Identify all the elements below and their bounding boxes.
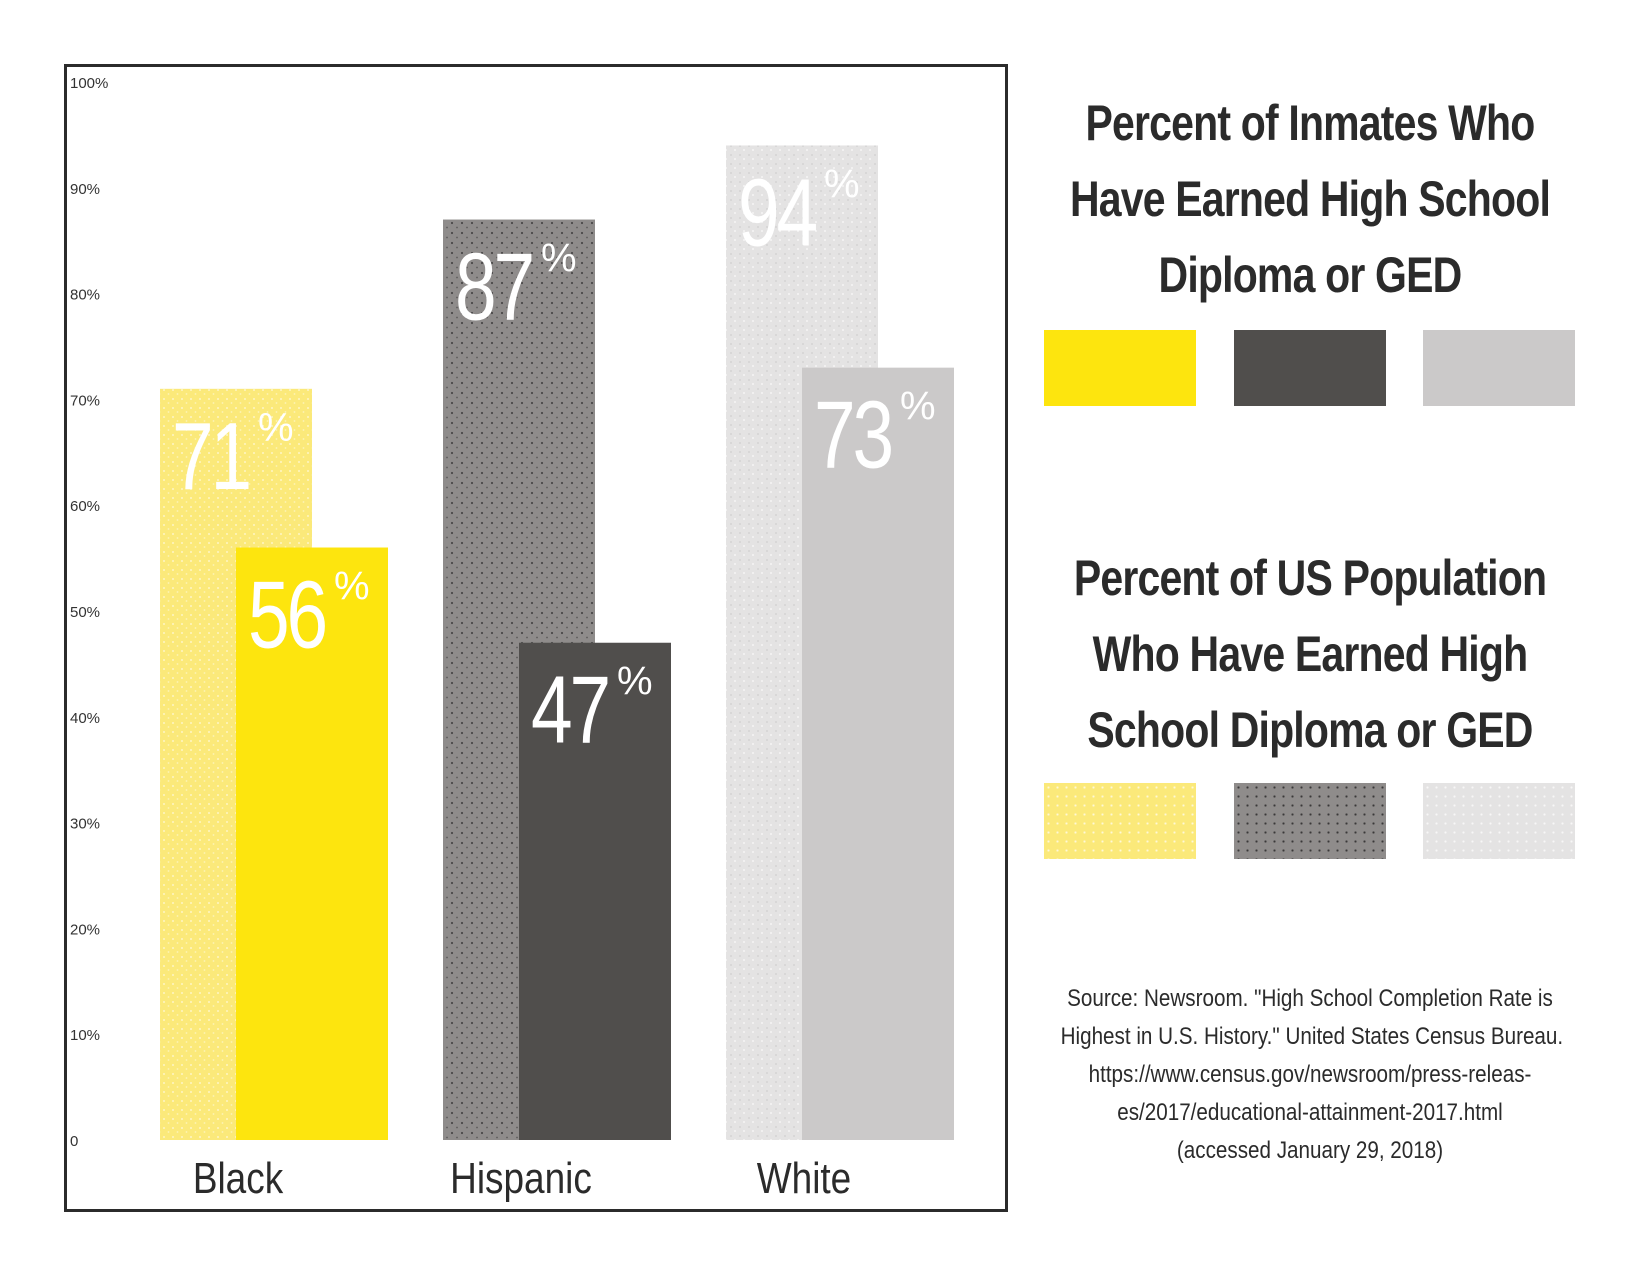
x-category-label: Black <box>193 1153 284 1203</box>
legend-title-line: Have Earned High School <box>1069 171 1551 227</box>
y-tick-label: 0 <box>70 1133 78 1150</box>
y-tick-label: 70% <box>70 392 100 409</box>
data-label-percent-sign: % <box>824 162 860 206</box>
chart-frame <box>64 64 1008 1212</box>
data-label-percent-sign: % <box>617 660 653 704</box>
legend-title-line: Who Have Earned High <box>1092 626 1528 682</box>
data-label-percent-sign: % <box>541 237 577 281</box>
source-line: es/2017/educational-attainment-2017.html <box>1117 1099 1503 1126</box>
source-line: Highest in U.S. History." United States … <box>1060 1023 1564 1050</box>
legend-swatch-inmates-hispanic <box>1234 330 1386 406</box>
source-line: https://www.census.gov/newsroom/press-re… <box>1088 1061 1532 1088</box>
legend-title-line: School Diploma or GED <box>1087 702 1533 758</box>
x-category-label: White <box>757 1153 851 1203</box>
data-label-inmates: 47 <box>531 657 608 764</box>
data-label-percent-sign: % <box>334 565 370 609</box>
y-tick-label: 20% <box>70 921 100 938</box>
bar-inmates-hispanic <box>519 642 671 1140</box>
data-label-inmates: 73 <box>814 382 892 489</box>
bar-inmates-white <box>802 367 954 1140</box>
y-tick-label: 60% <box>70 498 100 515</box>
legend-title-inmates: Percent of Inmates Who Have Earned High … <box>1064 85 1556 313</box>
data-label-population: 87 <box>455 234 532 341</box>
legend-swatch-inmates-black <box>1044 330 1196 406</box>
y-tick-label: 50% <box>70 604 100 621</box>
y-tick-label: 100% <box>70 75 108 92</box>
legend-swatch-population-black <box>1044 783 1196 859</box>
legend-title-line: Diploma or GED <box>1158 247 1463 303</box>
legend-title-line: Percent of US Population <box>1073 550 1547 606</box>
legend-swatch-population-white <box>1423 783 1575 859</box>
y-tick-label: 90% <box>70 181 100 198</box>
y-tick-label: 10% <box>70 1027 100 1044</box>
data-label-population: 71 <box>172 403 249 510</box>
legend-title-line: Percent of Inmates Who <box>1085 95 1536 151</box>
data-label-population: 94 <box>738 160 817 267</box>
legend-title-population: Percent of US Population Who Have Earned… <box>1064 540 1556 768</box>
x-category-label: Hispanic <box>450 1153 592 1203</box>
data-label-percent-sign: % <box>900 385 936 429</box>
data-label-inmates: 56 <box>248 562 326 669</box>
legend-swatch-population-hispanic <box>1234 783 1386 859</box>
source-note: Source: Newsroom. "High School Completio… <box>1060 980 1564 1170</box>
data-label-percent-sign: % <box>258 406 294 450</box>
y-tick-label: 30% <box>70 816 100 833</box>
source-line: Source: Newsroom. "High School Completio… <box>1067 985 1553 1012</box>
bar-inmates-black <box>236 547 388 1140</box>
y-tick-label: 40% <box>70 710 100 727</box>
legend-swatch-inmates-white <box>1423 330 1575 406</box>
y-tick-label: 80% <box>70 287 100 304</box>
source-line: (accessed January 29, 2018) <box>1176 1137 1444 1164</box>
